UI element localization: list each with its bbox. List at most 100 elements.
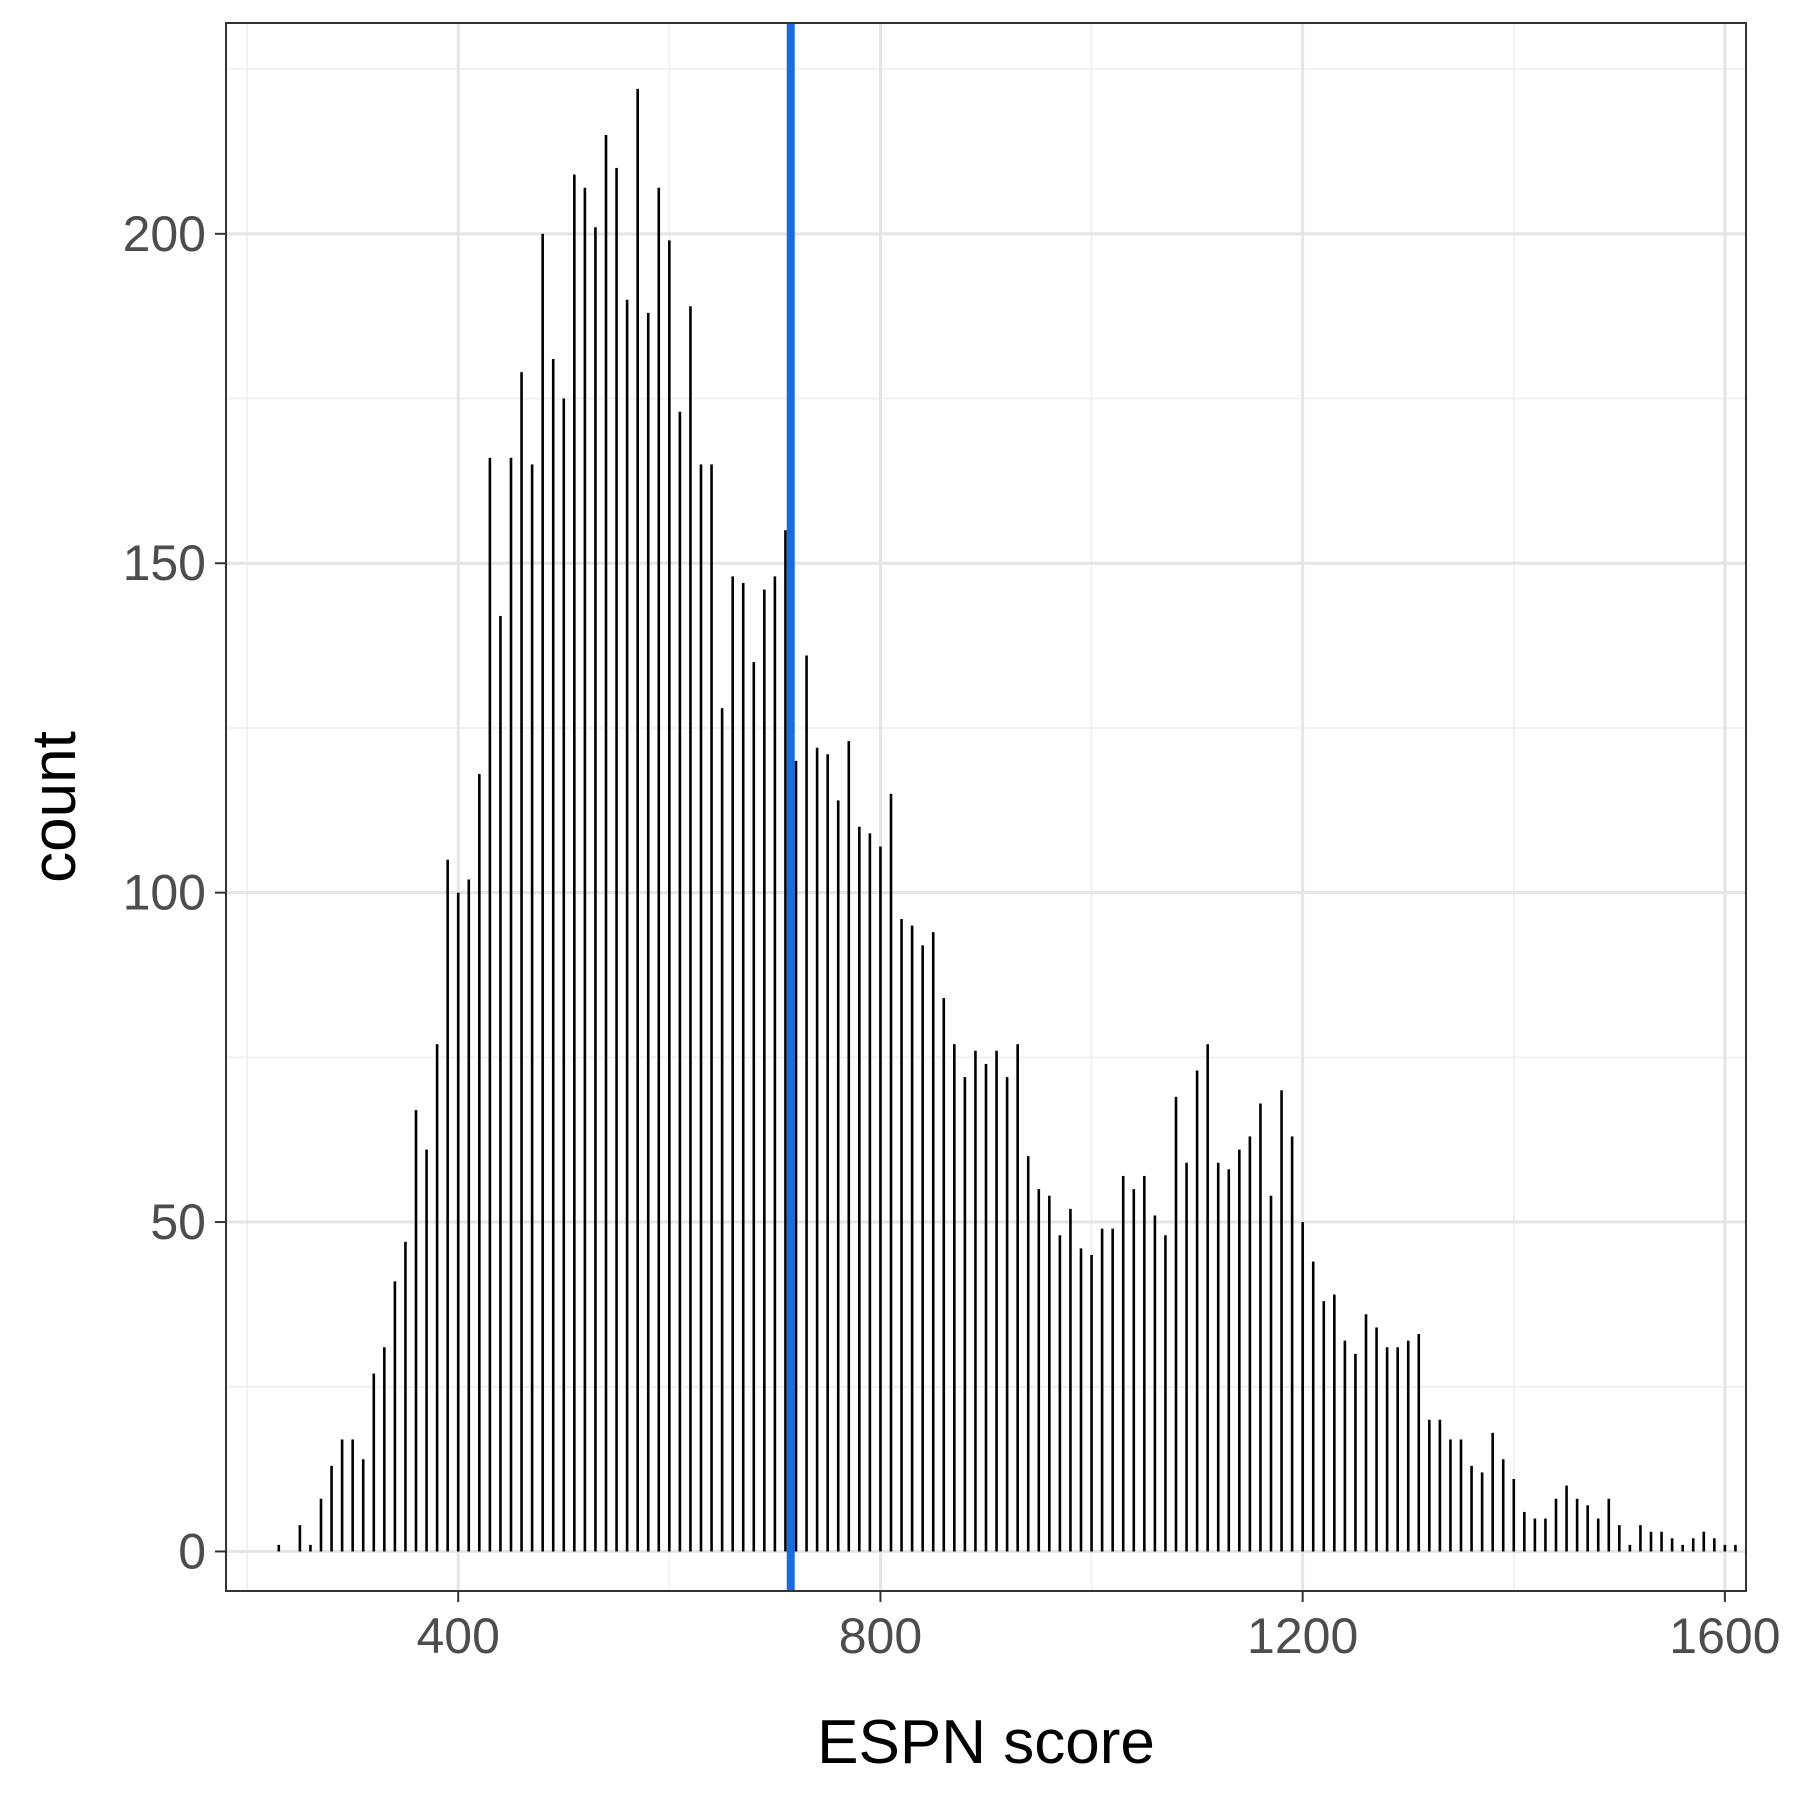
histogram-bar	[594, 227, 597, 1552]
histogram-bar	[710, 464, 713, 1552]
histogram-bar	[319, 1498, 323, 1552]
histogram-bar	[1069, 1208, 1072, 1552]
histogram-bar	[731, 576, 734, 1552]
histogram-bar	[478, 774, 481, 1552]
histogram-bar	[277, 1544, 281, 1552]
histogram-bar	[984, 1063, 988, 1552]
y-axis-title: count	[20, 731, 89, 883]
histogram-bar	[1713, 1538, 1716, 1552]
histogram-bar	[699, 464, 703, 1552]
histogram-bar	[646, 312, 650, 1552]
histogram-bar	[1111, 1228, 1114, 1552]
histogram-bar	[1501, 1459, 1505, 1552]
histogram-bar	[1037, 1189, 1041, 1552]
histogram-bar	[1048, 1195, 1051, 1552]
histogram-bar	[309, 1544, 312, 1552]
histogram-bar	[1628, 1544, 1632, 1552]
histogram-bar	[1364, 1314, 1368, 1552]
histogram-bar	[836, 800, 840, 1552]
histogram-bar	[1100, 1228, 1104, 1552]
histogram-bar	[435, 1044, 439, 1552]
histogram-bar	[562, 398, 566, 1552]
y-tick-label: 150	[123, 535, 206, 591]
histogram-bar	[1216, 1162, 1220, 1552]
y-tick-label: 0	[178, 1523, 206, 1579]
histogram-bar	[900, 919, 903, 1552]
histogram-bar	[889, 793, 893, 1552]
histogram-bar	[1639, 1525, 1642, 1552]
histogram-bar	[425, 1149, 428, 1552]
histogram-bar	[879, 846, 882, 1552]
x-tick-label: 800	[839, 1608, 922, 1664]
x-tick-label: 1200	[1247, 1608, 1358, 1664]
histogram-bar	[520, 372, 523, 1552]
histogram-bar	[1470, 1465, 1473, 1552]
histogram-bar	[1269, 1195, 1273, 1552]
histogram-bar	[1396, 1347, 1399, 1552]
histogram-bar	[615, 167, 618, 1552]
histogram-bar	[826, 754, 829, 1552]
histogram-bar	[414, 1110, 418, 1552]
histogram-bar	[1079, 1248, 1083, 1552]
histogram-bar	[1512, 1479, 1516, 1552]
histogram-bar	[1417, 1334, 1421, 1552]
histogram-bar	[953, 1044, 956, 1552]
histogram-bar	[573, 174, 576, 1552]
histogram-bar	[868, 833, 872, 1552]
histogram-bar	[340, 1439, 344, 1552]
histogram-bar	[1174, 1096, 1178, 1552]
histogram-bar	[1248, 1136, 1252, 1552]
histogram-bar	[1311, 1261, 1315, 1552]
histogram-bar	[530, 464, 534, 1552]
plot-panel-border	[225, 22, 1747, 1592]
histogram-bar	[361, 1459, 365, 1552]
histogram-bar	[1058, 1235, 1062, 1552]
histogram-bar	[604, 135, 608, 1552]
histogram-bar	[678, 411, 682, 1552]
histogram-bar	[1734, 1544, 1737, 1552]
y-tick-label: 200	[123, 206, 206, 262]
histogram-bar	[1618, 1525, 1621, 1552]
y-tick-label: 50	[150, 1194, 206, 1250]
histogram-bar	[1343, 1340, 1347, 1552]
histogram-bar	[1438, 1419, 1442, 1552]
histogram-bar	[1554, 1498, 1558, 1552]
histogram-bar	[1195, 1070, 1199, 1552]
histogram-bar	[858, 826, 861, 1552]
histogram-bar	[1723, 1544, 1727, 1552]
histogram-bar	[974, 1050, 977, 1552]
x-tick-label: 1600	[1669, 1608, 1780, 1664]
histogram-bar	[499, 615, 502, 1552]
histogram-bar	[1533, 1518, 1537, 1552]
histogram-bar	[1016, 1044, 1019, 1552]
histogram-bar	[351, 1439, 354, 1552]
histogram-bar	[404, 1241, 407, 1552]
histogram-bar	[921, 945, 924, 1552]
histogram-bar	[583, 187, 587, 1552]
histogram-bar	[1164, 1235, 1167, 1552]
histogram-bar	[446, 859, 449, 1552]
histogram-bar	[1354, 1353, 1357, 1552]
histogram-bar	[1132, 1189, 1136, 1552]
histogram-bar	[1681, 1544, 1684, 1552]
histogram-bar	[741, 583, 745, 1552]
histogram-bar	[1575, 1498, 1579, 1552]
histogram-bar	[1143, 1175, 1146, 1552]
histogram-bar	[752, 662, 756, 1552]
histogram-bar	[1523, 1511, 1526, 1552]
x-tick-label: 400	[417, 1608, 500, 1664]
histogram-bar	[1670, 1538, 1674, 1552]
histogram-bar	[1702, 1531, 1706, 1552]
histogram-bar	[456, 892, 460, 1552]
histogram-bar	[1691, 1538, 1695, 1552]
histogram-bar	[763, 589, 766, 1552]
histogram-bar	[1238, 1149, 1241, 1552]
histogram-bar	[942, 998, 946, 1552]
histogram-bar	[1596, 1518, 1600, 1552]
histogram-bar	[1301, 1222, 1304, 1552]
histogram-bar	[1185, 1162, 1188, 1552]
histogram-bar	[931, 932, 935, 1552]
histogram-bar	[636, 88, 639, 1552]
histogram-bar	[625, 299, 629, 1552]
